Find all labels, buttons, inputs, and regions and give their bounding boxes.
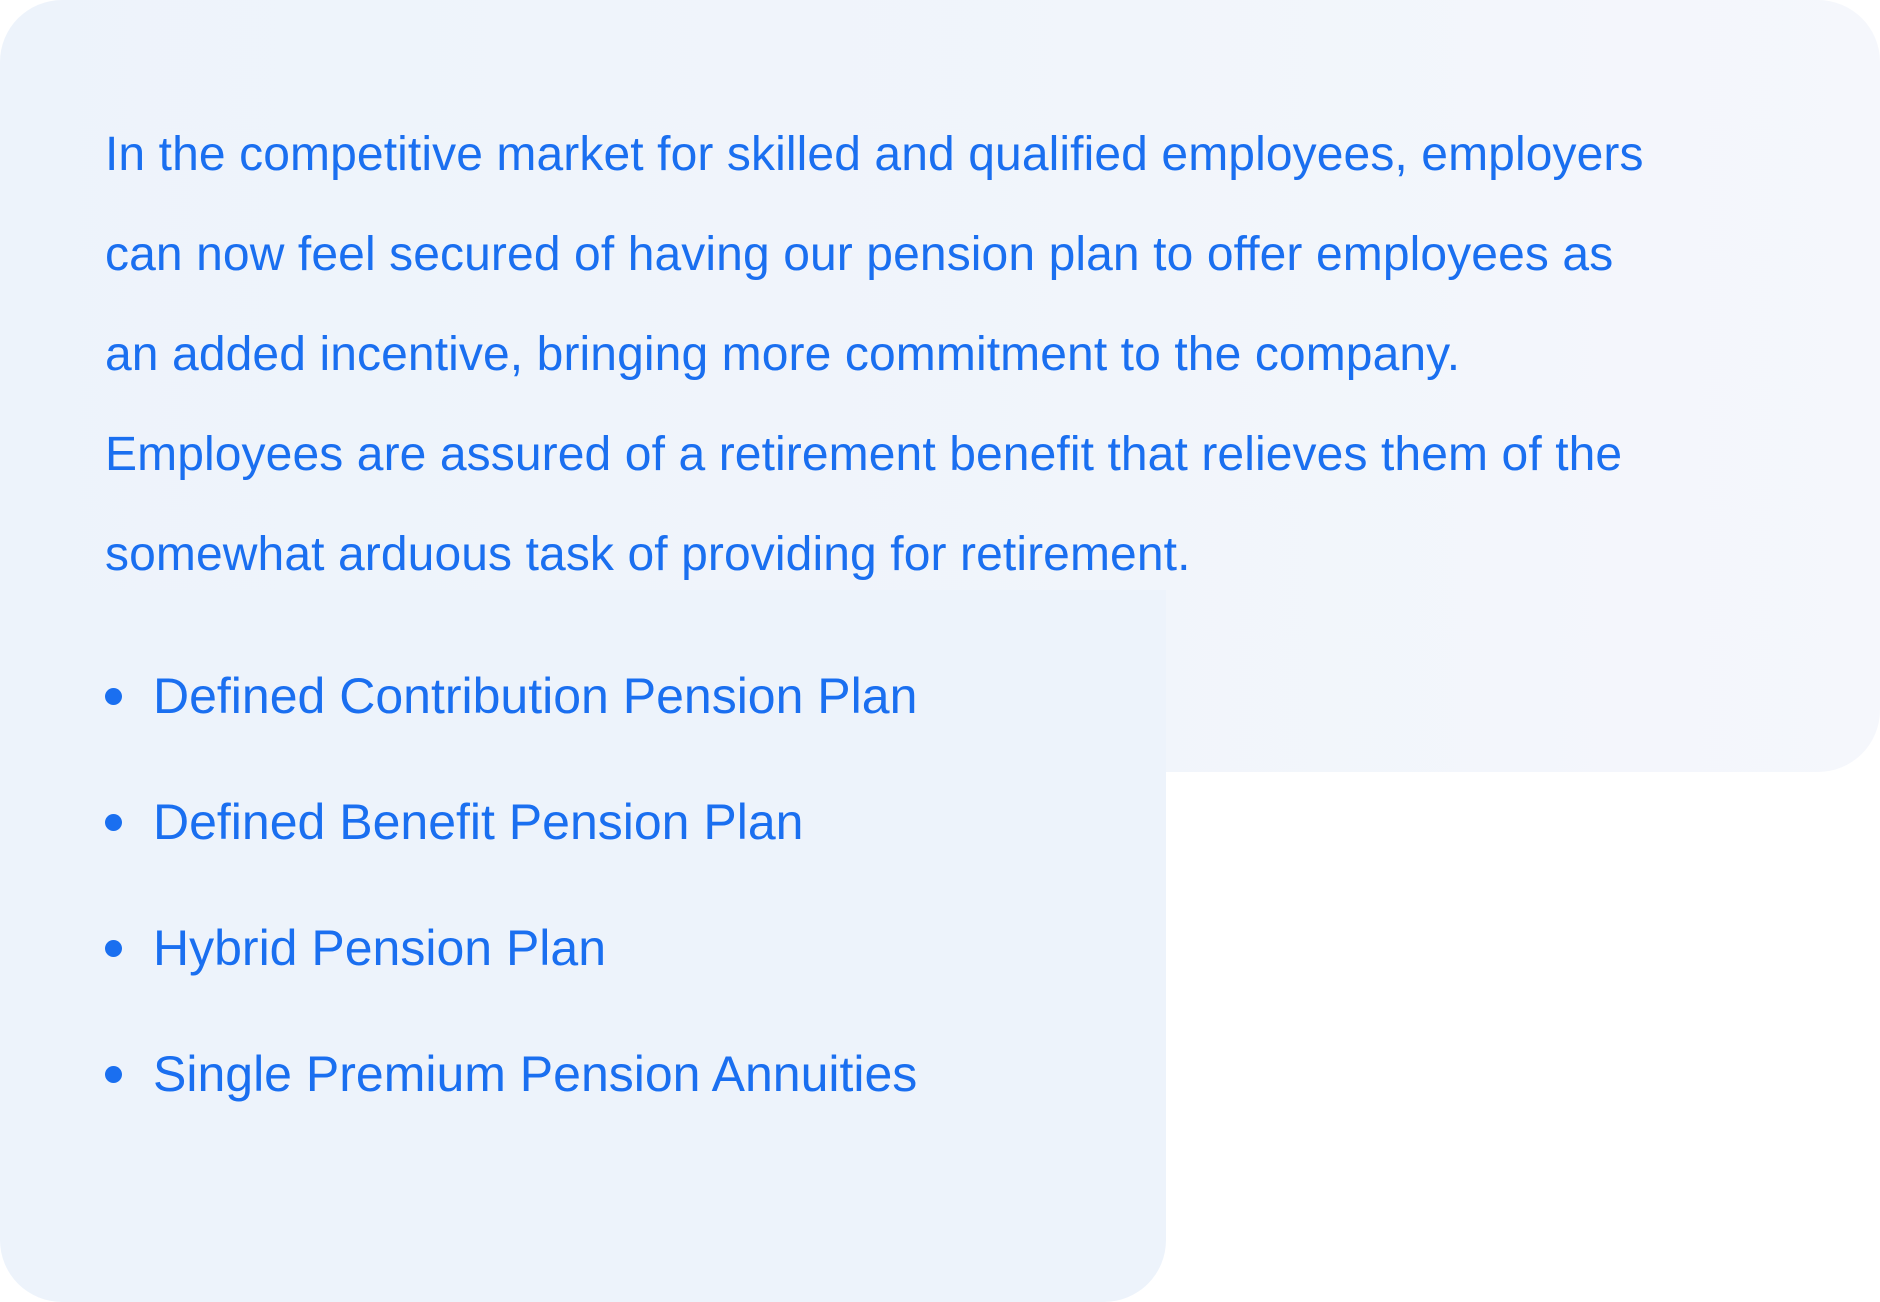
list-item: Defined Benefit Pension Plan [105,791,1705,854]
pension-plan-list: Defined Contribution Pension Plan Define… [105,665,1705,1106]
list-item-label: Defined Benefit Pension Plan [153,794,804,850]
bullet-icon [105,1066,122,1083]
list-item-label: Defined Contribution Pension Plan [153,668,918,724]
content-area: In the competitive market for skilled an… [105,105,1705,1169]
content-panel-bottom [0,590,1166,1302]
list-item: Single Premium Pension Annuities [105,1043,1705,1106]
list-item-label: Hybrid Pension Plan [153,920,607,976]
list-item: Defined Contribution Pension Plan [105,665,1705,728]
list-item: Hybrid Pension Plan [105,917,1705,980]
bullet-icon [105,940,122,957]
intro-paragraph: In the competitive market for skilled an… [105,128,1644,581]
list-item-label: Single Premium Pension Annuities [153,1046,918,1102]
bullet-icon [105,688,122,705]
bullet-icon [105,814,122,831]
